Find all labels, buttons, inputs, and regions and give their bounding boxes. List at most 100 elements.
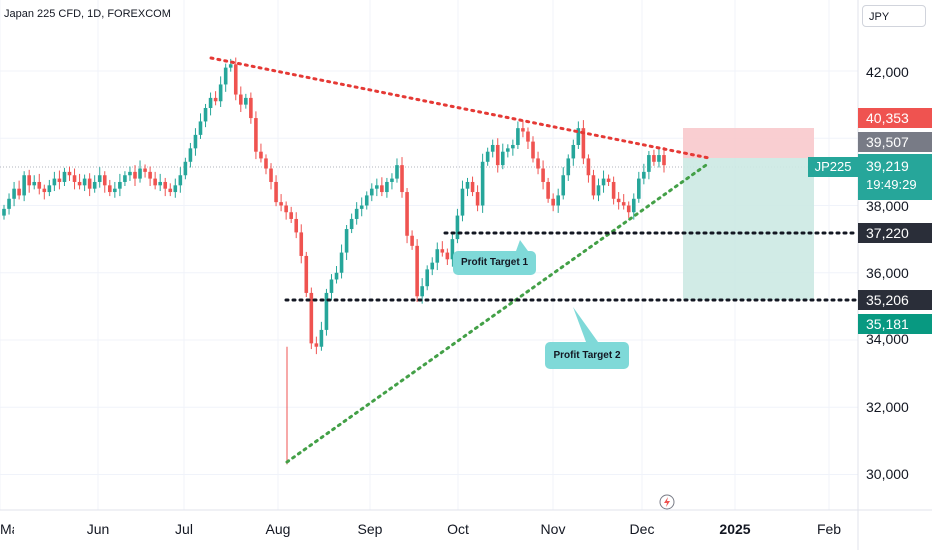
candle-body [143,168,147,172]
x-tick-label: Oct [447,521,469,537]
candle-body [77,181,82,186]
candle-body [82,178,87,186]
candle-body [2,208,6,216]
candle-body [67,171,72,176]
candle-body [581,128,586,159]
candle-body [495,144,500,166]
candle-body [108,185,112,193]
candle-body [118,181,122,189]
candlesticks [2,57,666,465]
x-tick-label: Nov [540,521,566,537]
lightning-glyph [664,497,670,507]
candle-body [364,195,369,206]
resistance-trend-line [209,56,711,160]
currency-selector[interactable]: JPY [862,5,926,27]
callout-pointer [516,240,528,251]
candle-body [410,235,414,246]
candle-body [62,171,67,182]
candle-body [284,205,288,213]
candle-body [536,158,540,169]
target-1-price-tag: 37,220 [858,223,932,243]
candle-body [349,218,354,230]
candle-body [228,64,233,68]
y-tick-label: 32,000 [866,399,909,415]
price-tag: 39,507 [858,132,932,152]
candle-body [233,64,238,95]
candle-body [339,252,344,273]
candle-body [269,168,273,182]
candle-body [380,185,384,193]
stop-price-tag: 40,353 [858,108,932,128]
candle-body [148,171,152,179]
candle-body [511,144,515,149]
candle-body [223,67,228,85]
candle-body [556,195,560,206]
candle-body [97,175,102,182]
candle-body [500,151,505,166]
candle-body [445,252,450,260]
candle-body [571,144,576,159]
candle-body [113,188,117,193]
callout-pointer [573,307,598,342]
candle-body [551,198,555,206]
candle-body [198,121,203,135]
candle-body [183,161,188,176]
candle-body [425,269,430,287]
candle-body [238,94,243,105]
candle-body [516,128,520,145]
candle-body [57,178,62,182]
candle-body [611,181,616,199]
x-tick-label: 2025 [719,521,751,537]
candle-body [430,262,435,270]
x-tick-label: Aug [265,521,291,537]
y-tick-label: 38,000 [866,198,909,214]
target-price-tag: 35,181 [858,314,932,334]
chart-title: Japan 225 CFD, 1D, FOREXCOM [4,8,171,20]
candle-body [490,144,495,152]
candle-body [506,148,510,152]
ticker-tag: JP225 [808,157,858,177]
candle-body [591,175,596,196]
candle-body [178,175,183,186]
candle-body [465,181,470,189]
target-2-price-tag: 35,206 [858,290,932,310]
candle-body [128,171,132,176]
candle-body [480,161,485,206]
candle-body [304,255,309,293]
event-lightning-icon [659,494,675,510]
candle-body [576,128,581,145]
candle-body [662,155,666,166]
candle-body [47,185,52,193]
candle-body [299,232,304,256]
candle-body [52,178,57,186]
candle-body [385,181,389,193]
candle-body [521,128,525,132]
candle-body [400,165,404,193]
candle-body [249,97,253,119]
candle-body [405,192,409,236]
candle-body [87,178,92,189]
candle-body [566,158,571,176]
candle-body [7,198,11,209]
y-tick-label: 30,000 [866,466,909,482]
candle-body [208,97,213,108]
candle-body [531,141,535,159]
candle-body [92,181,97,189]
candle-body [173,185,178,193]
candle-body [32,181,37,186]
candle-body [319,329,324,347]
candle-body [138,168,142,179]
candle-body [27,175,31,186]
support-trend-line [285,161,711,464]
x-tick-label: Jun [86,521,110,537]
candle-body [631,198,636,213]
candle-body [420,286,424,297]
candle-body [218,84,223,102]
y-tick-label: 36,000 [866,265,909,281]
candle-body [133,171,137,179]
candle-body [102,175,107,186]
candle-body [213,97,218,102]
candle-body [359,205,364,209]
